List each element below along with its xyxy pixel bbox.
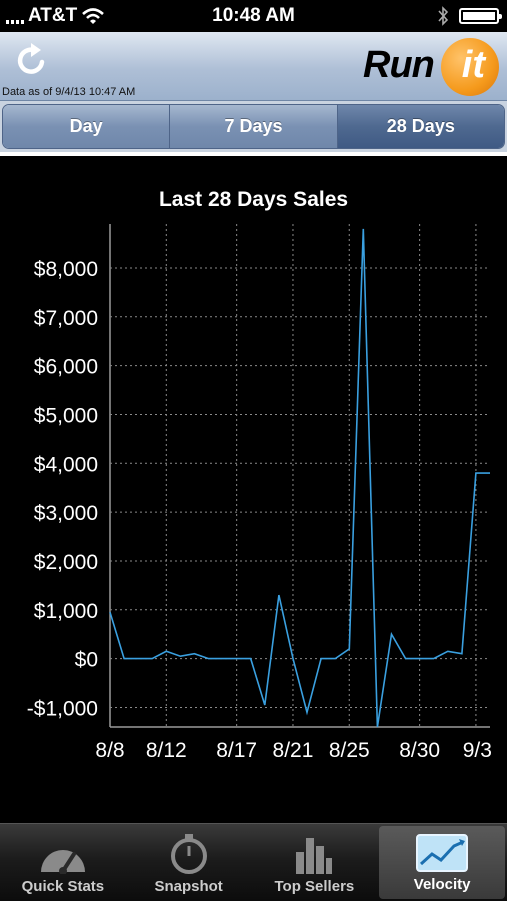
carrier-signal: AT&T <box>6 5 105 27</box>
app-header: Data as of 9/4/13 10:47 AM Run it <box>0 32 507 101</box>
y-tick-label: $3,000 <box>34 502 98 525</box>
tab-label: Top Sellers <box>274 878 355 895</box>
data-timestamp: Data as of 9/4/13 10:47 AM <box>2 86 136 98</box>
carrier-name: AT&T <box>28 5 78 26</box>
tab-velocity[interactable]: Velocity <box>379 826 505 899</box>
tab-label: Quick Stats <box>21 878 105 895</box>
x-tick-label: 8/25 <box>329 739 370 762</box>
x-tick-label: 8/21 <box>273 739 314 762</box>
segment-day[interactable]: Day <box>3 105 171 148</box>
sales-series-line <box>109 228 490 728</box>
sales-line-chart: -$1,000 $0 $1,000 $2,000 $3,000 $4,000 $5,000 $… <box>27 224 492 762</box>
y-tick-label: $0 <box>75 649 98 672</box>
y-tick-label: $2,000 <box>34 551 98 574</box>
tab-quick-stats[interactable]: Quick Stats <box>0 824 126 901</box>
period-selector-bar: Day 7 Days 28 Days <box>0 101 507 152</box>
chart-title: Last 28 Days Sales <box>158 188 349 211</box>
x-tick-label: 8/30 <box>399 739 440 762</box>
y-tick-label: $5,000 <box>34 404 98 427</box>
x-tick-label: 8/8 <box>95 739 124 762</box>
bar-chart-icon <box>296 838 333 874</box>
tab-label: Snapshot <box>154 878 223 895</box>
y-tick-label: $7,000 <box>34 307 98 330</box>
logo-text-run: Run <box>363 44 435 86</box>
logo-text-it: it <box>461 44 485 86</box>
x-tick-label: 8/17 <box>216 739 257 762</box>
stopwatch-icon <box>170 834 207 874</box>
segment-28-days[interactable]: 28 Days <box>337 105 504 148</box>
line-chart-icon <box>416 834 469 872</box>
header-divider <box>0 152 507 156</box>
battery-icon <box>459 8 502 24</box>
y-tick-label: $8,000 <box>34 258 98 281</box>
refresh-icon[interactable] <box>14 42 50 78</box>
speedometer-icon <box>40 850 85 874</box>
x-tick-label: 8/12 <box>146 739 187 762</box>
y-tick-label: -$1,000 <box>27 697 98 720</box>
tab-label: Velocity <box>413 876 471 893</box>
segment-7-days[interactable]: 7 Days <box>170 105 338 148</box>
bluetooth-icon <box>438 6 449 26</box>
status-bar: AT&T 10:48 AM <box>0 0 507 32</box>
runit-logo: Run it <box>363 38 499 96</box>
y-tick-label: $6,000 <box>34 356 98 379</box>
x-tick-label: 9/3 <box>463 739 492 762</box>
tab-top-sellers[interactable]: Top Sellers <box>252 824 378 901</box>
tab-snapshot[interactable]: Snapshot <box>126 824 252 901</box>
signal-strength-icon <box>6 8 24 24</box>
tab-bar: Quick Stats Snapshot Top Sellers Velocit… <box>0 823 507 901</box>
y-tick-label: $4,000 <box>34 453 98 476</box>
logo-circle <box>441 38 499 96</box>
y-tick-label: $1,000 <box>34 600 98 623</box>
wifi-icon <box>82 8 105 24</box>
status-time: 10:48 AM <box>212 5 295 26</box>
period-segmented-control: Day 7 Days 28 Days <box>2 104 505 149</box>
